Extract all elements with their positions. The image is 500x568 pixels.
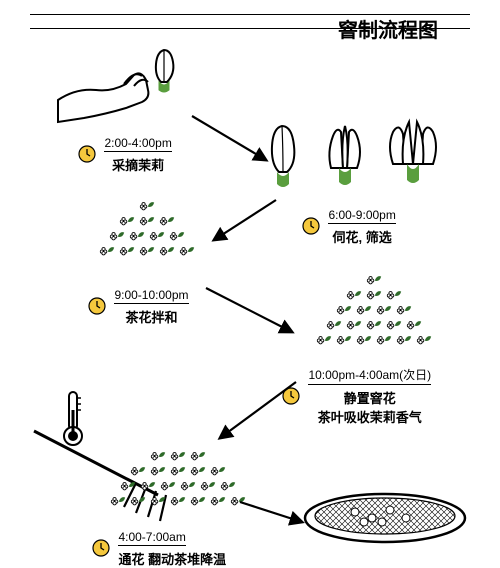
step-3-caption: 茶花拌和 [114,307,188,326]
step-2: 6:00-9:00pm 伺花, 筛选 [302,206,396,246]
step-5-time: 4:00-7:00am [118,530,185,546]
illus-pile-big [288,272,458,347]
step-2-caption: 伺花, 筛选 [328,227,395,246]
illus-pile-small [76,198,216,258]
diagram-title: 窨制流程图 [338,14,438,43]
step-2-time: 6:00-9:00pm [328,208,395,224]
step-4: 10:00pm-4:00am(次日) 静置窨花 茶叶吸收茉莉香气 [282,366,431,426]
clock-icon [92,539,110,557]
clock-icon [78,145,96,163]
illus-hand-bud [56,40,206,140]
clock-icon [88,297,106,315]
illus-pile-rake [82,448,272,508]
step-1-caption: 采摘茉莉 [104,155,171,174]
step-3-time: 9:00-10:00pm [114,288,188,304]
step-5-caption: 通花 翻动茶堆降温 [118,549,226,568]
illus-sieve [300,488,470,548]
clock-icon [282,387,300,405]
step-3: 9:00-10:00pm 茶花拌和 [88,286,189,326]
clock-icon [302,217,320,235]
step-4-caption: 静置窨花 茶叶吸收茉莉香气 [308,388,431,426]
step-1-time: 2:00-4:00pm [104,136,171,152]
illus-three-buds [255,118,465,198]
step-1: 2:00-4:00pm 采摘茉莉 [78,134,172,174]
step-5: 4:00-7:00am 通花 翻动茶堆降温 [92,528,226,568]
step-4-time: 10:00pm-4:00am(次日) [308,366,431,385]
